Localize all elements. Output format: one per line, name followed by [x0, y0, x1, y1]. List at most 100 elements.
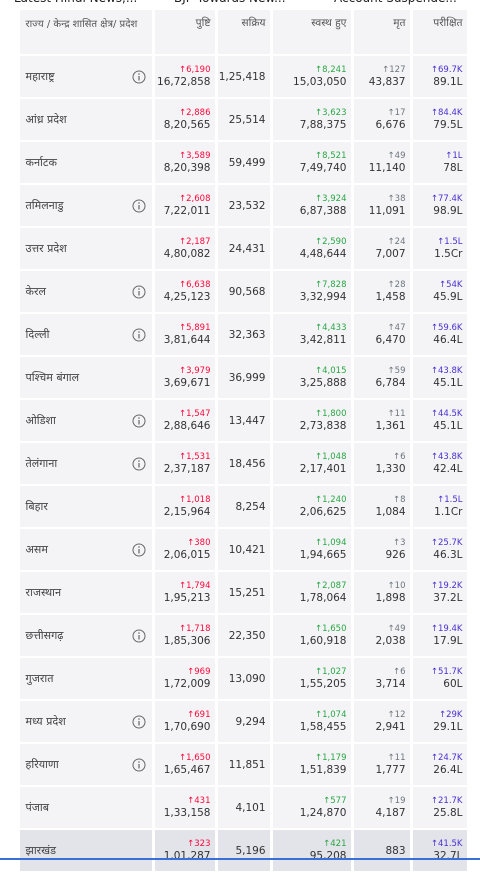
state-row[interactable]: उत्तर प्रदेश ↑2,187 4,80,082 24,431 ↑2,590 4,… [18, 228, 468, 271]
delta-value: ↑8,521 [315, 151, 347, 161]
value-cell: 4,101 [217, 787, 270, 828]
delta-value: ↑4,433 [315, 323, 347, 333]
delta-value: ↑84.4K [430, 108, 463, 118]
state-cell: महाराष्ट्र [19, 56, 152, 97]
state-row[interactable]: आंध्र प्रदेश ↑2,886 8,20,565 25,514 ↑3,623 7,… [18, 99, 468, 142]
delta-value: ↑59 [387, 366, 406, 376]
state-row[interactable]: गुजरात ↑969 1,72,009 13,090 ↑1,027 1,55,205 ↑6… [18, 658, 468, 701]
state-row[interactable]: महाराष्ट्र ↑6,190 16,72,858 1,25,418 ↑8,241 1… [18, 56, 468, 99]
tab[interactable]: BJP Towards New... [160, 0, 320, 7]
bottom-bar [0, 858, 480, 860]
value-cell: ↑1,718 1,85,306 [154, 615, 215, 656]
delta-value: ↑6,638 [179, 280, 211, 290]
delta-value: ↑3 [392, 538, 406, 548]
header-cell[interactable]: राज्य / केन्द्र शासित क्षेत्र/ प्रदेश [19, 10, 152, 54]
value-cell: 25,514 [217, 99, 270, 140]
state-row[interactable]: केरल ↑6,638 4,25,123 90,568 ↑7,828 3,32,994 ↑2… [18, 271, 468, 314]
info-icon[interactable] [132, 285, 146, 299]
info-icon[interactable] [132, 715, 146, 729]
state-row[interactable]: कर्नाटक ↑3,589 8,20,398 59,499 ↑8,521 7,49,74… [18, 142, 468, 185]
total-value: 42.4L [433, 463, 463, 475]
state-row[interactable]: तमिलनाडु ↑2,608 7,22,011 23,532 ↑3,924 6,87,3… [18, 185, 468, 228]
delta-value: ↑49 [387, 624, 406, 634]
value-cell: ↑24.7K 26.4L [412, 744, 467, 785]
state-row[interactable]: छत्तीसगढ़ ↑1,718 1,85,306 22,350 ↑1,650 1,60,… [18, 615, 468, 658]
value-cell: ↑29K 29.1L [412, 701, 467, 742]
delta-value: ↑1.5L [437, 495, 463, 505]
state-name: तमिलनाडु [25, 199, 64, 212]
state-row[interactable]: पंजाब ↑431 1,33,158 4,101 ↑577 1,24,870 ↑19 4,1… [18, 787, 468, 830]
value-cell: ↑1.5L 1.5Cr [412, 228, 467, 269]
delta-value: ↑11 [387, 753, 406, 763]
value-cell: ↑1,794 1,95,213 [154, 572, 215, 613]
delta-value: ↑1,027 [315, 667, 347, 677]
value-cell: 18,456 [217, 443, 270, 484]
info-icon[interactable] [132, 629, 146, 643]
delta-value: ↑127 [382, 65, 406, 75]
info-icon[interactable] [132, 328, 146, 342]
total-value: 1,94,665 [299, 549, 347, 561]
state-name: पंजाब [25, 801, 50, 814]
value-cell: ↑577 1,24,870 [272, 787, 351, 828]
tab[interactable]: Account Suspende... [320, 0, 480, 7]
state-row[interactable]: दिल्ली ↑5,891 3,81,644 32,363 ↑4,433 3,42,811… [18, 314, 468, 357]
delta-value: ↑1,094 [315, 538, 347, 548]
state-row[interactable]: राजस्थान ↑1,794 1,95,213 15,251 ↑2,087 1,78,0… [18, 572, 468, 615]
header-cell[interactable]: परीक्षित [412, 10, 467, 54]
info-icon[interactable] [132, 457, 146, 471]
info-icon[interactable] [132, 758, 146, 772]
value-cell: ↑69.7K 89.1L [412, 56, 467, 97]
state-cell: असम [19, 529, 152, 570]
total-value: 1,55,205 [299, 678, 347, 690]
info-icon[interactable] [132, 199, 146, 213]
state-row[interactable]: असम ↑380 2,06,015 10,421 ↑1,094 1,94,665 ↑3 926… [18, 529, 468, 572]
delta-value: ↑17 [387, 108, 406, 118]
total-value: 1,85,306 [163, 635, 211, 647]
state-name: गुजरात [25, 672, 54, 685]
header-cell[interactable]: मृत [353, 10, 410, 54]
total-value: 1,24,870 [299, 807, 347, 819]
header-cell[interactable]: सक्रिय [217, 10, 270, 54]
info-icon[interactable] [132, 70, 146, 84]
state-row[interactable]: बिहार ↑1,018 2,15,964 8,254 ↑1,240 2,06,625 ↑8… [18, 486, 468, 529]
total-value: 1,33,158 [163, 807, 211, 819]
state-row[interactable]: हरियाणा ↑1,650 1,65,467 11,851 ↑1,179 1,51,83… [18, 744, 468, 787]
header-cell[interactable]: पुष्टि [154, 10, 215, 54]
delta-value: ↑6,190 [179, 65, 211, 75]
total-value: 46.3L [433, 549, 463, 561]
value-cell: ↑4,015 3,25,888 [272, 357, 351, 398]
total-value: 2,37,187 [163, 463, 211, 475]
value-cell: ↑1,531 2,37,187 [154, 443, 215, 484]
delta-value: ↑54K [438, 280, 463, 290]
delta-value: ↑6 [392, 667, 406, 677]
header-cell[interactable]: स्वस्थ हुए [272, 10, 351, 54]
tab[interactable]: Latest Hindi News,... [0, 0, 160, 7]
info-icon[interactable] [132, 414, 146, 428]
state-row[interactable]: तेलंगाना ↑1,531 2,37,187 18,456 ↑1,048 2,17,4… [18, 443, 468, 486]
total-value: 7,88,375 [299, 119, 347, 131]
value-cell: ↑25.7K 46.3L [412, 529, 467, 570]
state-row[interactable]: मध्य प्रदेश ↑691 1,70,690 9,294 ↑1,074 1,58,4… [18, 701, 468, 744]
state-row[interactable]: पश्चिम बंगाल ↑3,979 3,69,671 36,999 ↑4,015 3,… [18, 357, 468, 400]
value-cell: ↑51.7K 60L [412, 658, 467, 699]
delta-value: ↑12 [387, 710, 406, 720]
state-row[interactable]: झारखंड ↑323 1,01,287 5,196 ↑421 95,208 883 ↑41.… [18, 830, 468, 873]
value-cell: ↑6 3,714 [353, 658, 410, 699]
total-value: 3,32,994 [299, 291, 347, 303]
value-cell: ↑969 1,72,009 [154, 658, 215, 699]
delta-value: ↑1,547 [179, 409, 211, 419]
delta-value: ↑6 [392, 452, 406, 462]
value-cell: ↑49 11,140 [353, 142, 410, 183]
total-value: 2,17,401 [299, 463, 347, 475]
value-cell: ↑3 926 [353, 529, 410, 570]
total-value: 9,294 [235, 715, 266, 728]
info-icon[interactable] [132, 543, 146, 557]
state-table: राज्य / केन्द्र शासित क्षेत्र/ प्रदेश पुष… [18, 10, 468, 873]
delta-value: ↑1,240 [315, 495, 347, 505]
total-value: 15,03,050 [293, 76, 347, 88]
state-row[interactable]: ओडिशा ↑1,547 2,88,646 13,447 ↑1,800 2,73,838 ↑… [18, 400, 468, 443]
total-value: 7,49,740 [299, 162, 347, 174]
value-cell: ↑6 1,330 [353, 443, 410, 484]
delta-value: ↑2,590 [315, 237, 347, 247]
value-cell: ↑38 11,091 [353, 185, 410, 226]
